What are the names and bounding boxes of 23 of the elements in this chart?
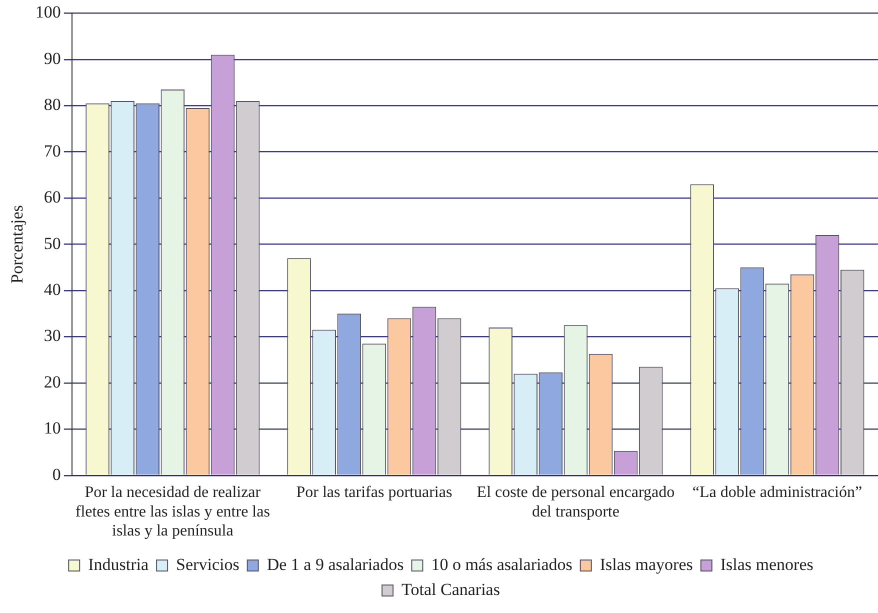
x-tick-label: El coste de personal encargado del transporte [476, 484, 675, 520]
y-tick-label: 70 [44, 141, 61, 160]
legend-label: Servicios [176, 554, 240, 574]
y-tick-label: 60 [44, 188, 61, 207]
y-tick-label: 10 [44, 418, 61, 438]
legend-label: Industria [88, 554, 150, 574]
y-tick-label: 80 [44, 95, 61, 114]
x-tick-label: Por las tarifas portuarias [296, 484, 452, 502]
y-tick-label: 100 [35, 2, 61, 22]
y-tick-label: 0 [52, 464, 61, 484]
legend-label: Islas menores [720, 554, 814, 574]
x-tick-label: “La doble administración” [692, 484, 862, 502]
y-tick-label: 40 [44, 280, 61, 299]
legend-label: Total Canarias [402, 580, 500, 599]
legend-label: 10 o más asalariados [431, 554, 572, 574]
y-tick-label: 50 [44, 234, 61, 253]
legend-label: De 1 a 9 asalariados [266, 554, 404, 574]
legend-label: Islas mayores [600, 554, 693, 574]
y-tick-label: 20 [44, 372, 61, 392]
y-tick-label: 90 [44, 48, 61, 68]
y-axis-title: Porcentajes [8, 205, 27, 284]
x-tick-label: Por la necesidad de realizar fletes entre las islas y entre las islas y la península [75, 484, 270, 540]
y-tick-label: 30 [44, 326, 61, 346]
